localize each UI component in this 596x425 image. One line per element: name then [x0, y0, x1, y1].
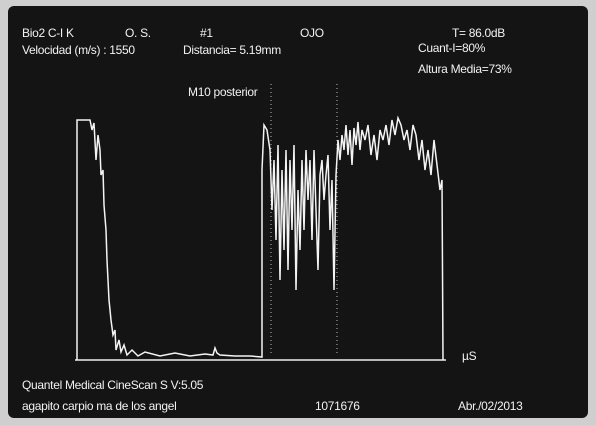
patient-id: 1071676 — [315, 399, 360, 413]
patient: agapito carpio ma de los angel — [22, 399, 176, 413]
quant: Cuant-I=80% — [418, 41, 486, 55]
probe: Bio2 C-I K — [22, 26, 74, 40]
marker-label: M10 posterior — [188, 85, 258, 99]
date: Abr./02/2013 — [458, 399, 523, 413]
velocity: Velocidad (m/s) : 1550 — [22, 43, 135, 57]
gain: T= 86.0dB — [452, 26, 505, 40]
mode: OJO — [300, 26, 324, 40]
screen: Bio2 C-I K O. S. #1 OJO T= 86.0dB Veloci… — [0, 0, 596, 425]
mean-height: Altura Media=73% — [418, 62, 512, 76]
axis-unit: µS — [462, 349, 477, 363]
device: Quantel Medical CineScan S V:5.05 — [22, 378, 204, 392]
eye: O. S. — [125, 26, 151, 40]
distance: Distancia= 5.19mm — [183, 43, 281, 57]
number: #1 — [200, 26, 213, 40]
